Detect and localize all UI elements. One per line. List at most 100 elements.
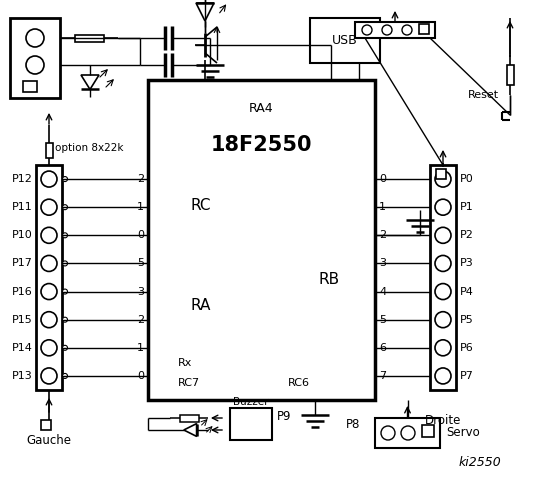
Text: 5: 5 xyxy=(137,258,144,268)
Bar xyxy=(230,408,272,440)
Text: 2: 2 xyxy=(137,315,144,324)
Text: 2: 2 xyxy=(137,174,144,184)
Text: USB: USB xyxy=(332,34,358,47)
Text: RA: RA xyxy=(190,298,210,312)
Circle shape xyxy=(402,25,412,35)
Text: 18F2550: 18F2550 xyxy=(211,135,312,155)
Circle shape xyxy=(435,228,451,243)
Text: P6: P6 xyxy=(460,343,474,353)
Text: P3: P3 xyxy=(460,258,474,268)
Circle shape xyxy=(62,204,67,210)
Text: Rx: Rx xyxy=(178,358,192,368)
Text: Buzzer: Buzzer xyxy=(233,397,269,407)
Text: P1: P1 xyxy=(460,202,474,212)
Circle shape xyxy=(435,199,451,215)
Text: P10: P10 xyxy=(12,230,33,240)
Text: P16: P16 xyxy=(12,287,33,297)
Text: P11: P11 xyxy=(12,202,33,212)
Circle shape xyxy=(62,317,67,322)
Text: P13: P13 xyxy=(12,371,33,381)
Circle shape xyxy=(381,426,395,440)
Circle shape xyxy=(41,228,57,243)
Text: RB: RB xyxy=(319,273,340,288)
Bar xyxy=(375,418,440,448)
Bar xyxy=(23,81,37,92)
Bar xyxy=(41,420,51,430)
Circle shape xyxy=(62,373,67,378)
Circle shape xyxy=(62,289,67,294)
Text: RC6: RC6 xyxy=(288,378,310,388)
Text: 0: 0 xyxy=(137,371,144,381)
Circle shape xyxy=(62,261,67,266)
Text: Servo: Servo xyxy=(446,427,480,440)
Bar xyxy=(419,24,429,34)
Text: RC7: RC7 xyxy=(178,378,200,388)
Circle shape xyxy=(435,171,451,187)
Bar xyxy=(36,165,62,390)
Bar xyxy=(75,35,103,41)
Text: 3: 3 xyxy=(137,287,144,297)
Bar xyxy=(148,80,375,400)
Circle shape xyxy=(435,284,451,300)
Text: ki2550: ki2550 xyxy=(458,456,502,468)
Circle shape xyxy=(41,284,57,300)
Text: 1: 1 xyxy=(379,202,386,212)
Circle shape xyxy=(435,368,451,384)
Text: P17: P17 xyxy=(12,258,33,268)
Text: P15: P15 xyxy=(12,315,33,324)
Bar xyxy=(10,18,60,98)
Bar xyxy=(507,65,514,85)
Circle shape xyxy=(41,255,57,271)
Bar xyxy=(422,425,434,437)
Circle shape xyxy=(41,340,57,356)
Text: P0: P0 xyxy=(460,174,474,184)
Circle shape xyxy=(41,368,57,384)
Text: 2: 2 xyxy=(379,230,386,240)
Text: 7: 7 xyxy=(379,371,386,381)
Bar xyxy=(180,415,199,421)
Text: 0: 0 xyxy=(137,230,144,240)
Bar xyxy=(355,22,435,38)
Text: 0: 0 xyxy=(379,174,386,184)
Circle shape xyxy=(401,426,415,440)
Text: P14: P14 xyxy=(12,343,33,353)
Polygon shape xyxy=(184,424,197,436)
Bar xyxy=(436,169,446,179)
Circle shape xyxy=(435,255,451,271)
Text: 1: 1 xyxy=(137,202,144,212)
Text: P8: P8 xyxy=(346,419,360,432)
Circle shape xyxy=(26,29,44,47)
Circle shape xyxy=(62,177,67,181)
Text: P7: P7 xyxy=(460,371,474,381)
Text: P12: P12 xyxy=(12,174,33,184)
Text: 1: 1 xyxy=(137,343,144,353)
Text: Reset: Reset xyxy=(468,90,499,100)
Bar xyxy=(45,143,53,157)
Circle shape xyxy=(41,171,57,187)
Text: P5: P5 xyxy=(460,315,474,324)
Circle shape xyxy=(26,56,44,74)
Circle shape xyxy=(382,25,392,35)
Text: option 8x22k: option 8x22k xyxy=(55,143,123,153)
Bar xyxy=(310,18,380,63)
Circle shape xyxy=(435,312,451,328)
Circle shape xyxy=(62,233,67,238)
Text: 6: 6 xyxy=(379,343,386,353)
Text: P2: P2 xyxy=(460,230,474,240)
Polygon shape xyxy=(196,3,214,21)
Text: 4: 4 xyxy=(379,287,386,297)
Text: Droite: Droite xyxy=(425,413,461,427)
Text: P9: P9 xyxy=(276,409,291,422)
Circle shape xyxy=(435,340,451,356)
Text: RC: RC xyxy=(190,197,211,213)
Text: 3: 3 xyxy=(379,258,386,268)
Bar xyxy=(430,165,456,390)
Text: Gauche: Gauche xyxy=(27,433,71,446)
Text: 5: 5 xyxy=(379,315,386,324)
Circle shape xyxy=(62,345,67,350)
Polygon shape xyxy=(81,75,99,89)
Text: P4: P4 xyxy=(460,287,474,297)
Text: RA4: RA4 xyxy=(249,101,274,115)
Circle shape xyxy=(362,25,372,35)
Circle shape xyxy=(41,312,57,328)
